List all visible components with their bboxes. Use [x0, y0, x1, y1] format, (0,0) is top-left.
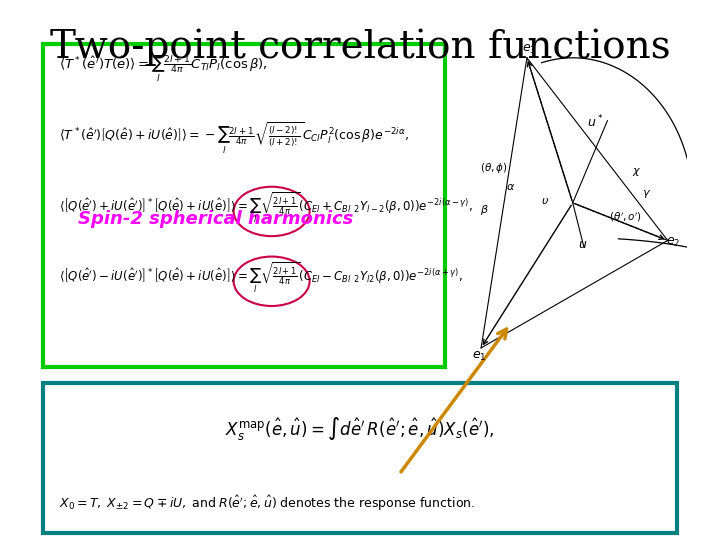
Text: $\langle\left[Q(\hat{e}')+iU(\hat{e}')\right]^*\left[Q(\hat{e})+iU(\hat{e})\righ: $\langle\left[Q(\hat{e}')+iU(\hat{e}')\r…	[59, 191, 473, 225]
Text: $\chi$: $\chi$	[631, 166, 641, 178]
Text: Two-point correlation functions: Two-point correlation functions	[50, 28, 670, 66]
Text: $\langle T^*(\hat{e}')T(\hat{e})\rangle = \sum_l \frac{2l+1}{4\pi} C_{Tl} P_l(\c: $\langle T^*(\hat{e}')T(\hat{e})\rangle …	[59, 53, 268, 84]
Text: $\alpha$: $\alpha$	[506, 182, 515, 192]
Text: $(\theta,\phi)$: $(\theta,\phi)$	[480, 161, 508, 175]
Text: $e_3$: $e_3$	[521, 43, 536, 56]
Text: $e_1$: $e_1$	[472, 349, 486, 362]
Text: $u$: $u$	[578, 238, 588, 251]
Text: $\langle\left[Q(\hat{e}')-iU(\hat{e}')\right]^*\left[Q(\hat{e})+iU(\hat{e})\righ: $\langle\left[Q(\hat{e}')-iU(\hat{e}')\r…	[59, 261, 463, 295]
Text: $u^*$: $u^*$	[588, 114, 604, 131]
Text: $\langle T^*(\hat{e}')\left[Q(\hat{e})+iU(\hat{e})\right]\rangle = -\sum_l \frac: $\langle T^*(\hat{e}')\left[Q(\hat{e})+i…	[59, 121, 409, 156]
Text: $\upsilon$: $\upsilon$	[541, 196, 549, 206]
Text: Spin-2 spherical harmonics: Spin-2 spherical harmonics	[78, 210, 354, 228]
Text: $\gamma$: $\gamma$	[642, 188, 652, 200]
Text: $X_0 = T,\; X_{\pm 2} = Q\mp iU,\;{\rm and}\; R(\hat{e}';\hat{e},\hat{u})\;{\rm : $X_0 = T,\; X_{\pm 2} = Q\mp iU,\;{\rm a…	[59, 494, 475, 513]
Text: $X_s^{\rm map}(\hat{e},\hat{u}) = \int d\hat{e}'\,R(\hat{e}';\hat{e},\hat{u})X_s: $X_s^{\rm map}(\hat{e},\hat{u}) = \int d…	[225, 415, 495, 442]
Text: $(\theta',o')$: $(\theta',o')$	[608, 211, 642, 224]
Text: $\beta$: $\beta$	[480, 203, 489, 217]
Text: $e_2$: $e_2$	[666, 235, 680, 248]
